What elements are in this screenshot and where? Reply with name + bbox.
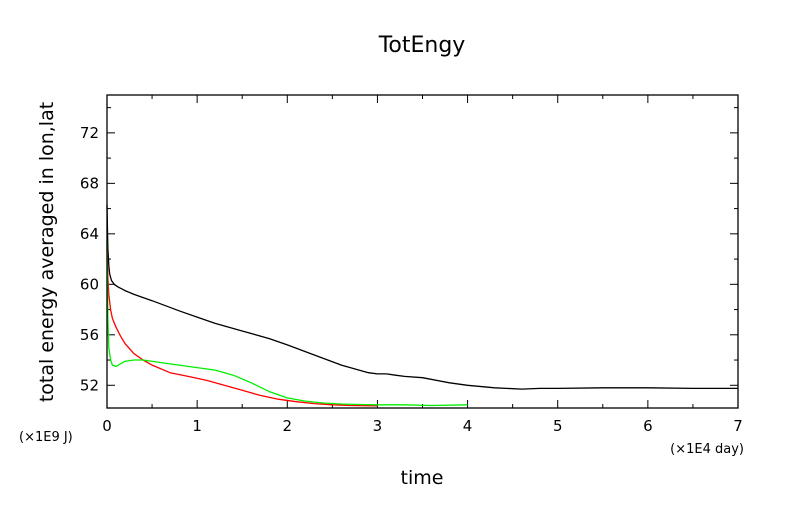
axis-ticks [106,95,739,408]
series-line-1 [106,204,738,390]
series-line-2 [106,248,378,407]
x-tick-label: 1 [192,417,202,435]
x-tick-label: 6 [643,417,653,435]
y-tick-label: 68 [80,174,99,192]
x-tick-label: 0 [102,417,112,435]
chart-title: TotEngy [378,33,466,58]
y-tick-label: 52 [80,376,99,394]
y-tick-label: 72 [80,124,99,142]
series-line-3 [106,240,468,407]
y-axis-label: total energy averaged in lon,lat [36,102,58,402]
x-tick-label: 4 [463,417,473,435]
x-tick-label: 7 [733,417,743,435]
x-tick-label: 3 [373,417,383,435]
y-tick-label: 64 [80,225,99,243]
plot-frame [106,94,739,409]
y-tick-label: 60 [80,275,99,293]
x-unit-label: (×1E4 day) [670,442,744,457]
x-tick-label: 5 [553,417,563,435]
series-lines [106,204,738,407]
x-axis-label: time [401,467,444,489]
y-unit-label: (×1E9 J) [19,430,73,445]
x-tick-label: 2 [283,417,293,435]
y-tick-label: 56 [80,326,99,344]
